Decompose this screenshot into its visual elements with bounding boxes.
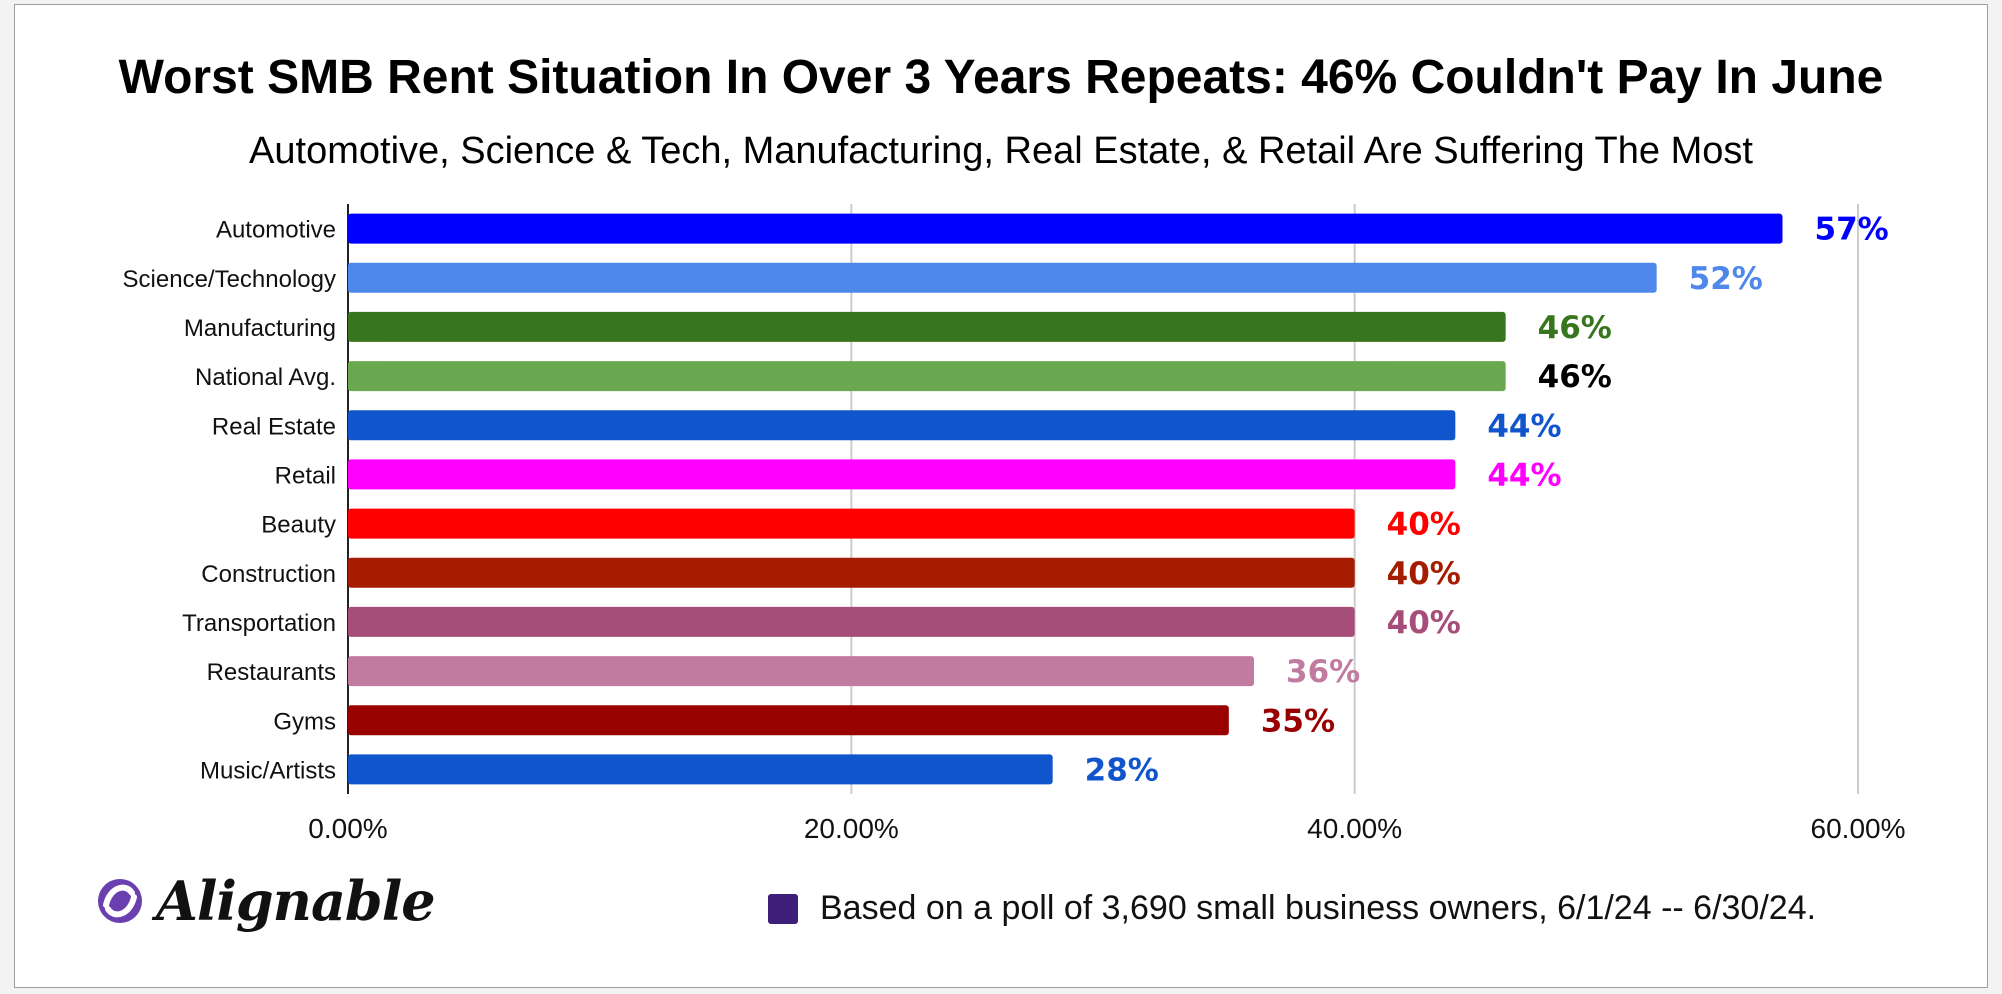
bar <box>348 410 1456 441</box>
x-tick-label: 20.00% <box>804 813 899 844</box>
category-label: Music/Artists <box>200 757 336 784</box>
x-tick-label: 0.00% <box>308 813 387 844</box>
footnote-text: Based on a poll of 3,690 small business … <box>820 889 1817 927</box>
bar <box>348 557 1355 588</box>
bar <box>348 361 1506 392</box>
category-label: Real Estate <box>212 413 336 440</box>
category-label: National Avg. <box>195 364 336 391</box>
data-label: 35% <box>1261 703 1335 739</box>
category-label: Construction <box>201 561 336 588</box>
data-label: 36% <box>1286 654 1360 690</box>
x-tick-label: 40.00% <box>1307 813 1402 844</box>
category-label: Science/Technology <box>123 266 336 293</box>
category-label: Transportation <box>182 610 336 637</box>
legend-swatch <box>768 893 798 924</box>
data-label: 57% <box>1815 212 1889 248</box>
bar <box>348 656 1254 687</box>
chart-title: Worst SMB Rent Situation In Over 3 Years… <box>118 51 1884 104</box>
bar <box>348 459 1456 490</box>
brand-name: Alignable <box>156 869 436 933</box>
category-label: Retail <box>275 462 336 489</box>
alignable-logo-icon <box>98 879 142 923</box>
chart-footnote: Based on a poll of 3,690 small business … <box>768 889 1816 928</box>
category-label: Restaurants <box>207 659 336 686</box>
data-label: 44% <box>1487 457 1561 493</box>
data-label: 46% <box>1538 310 1612 346</box>
chart-subtitle: Automotive, Science & Tech, Manufacturin… <box>249 130 1753 172</box>
bar <box>348 508 1355 539</box>
data-label: 46% <box>1538 359 1612 395</box>
category-label: Gyms <box>273 708 336 735</box>
bar <box>348 606 1355 637</box>
category-label: Beauty <box>261 512 336 539</box>
data-label: 40% <box>1387 507 1461 543</box>
bar <box>348 754 1053 785</box>
x-tick-label: 60.00% <box>1811 813 1906 844</box>
category-label: Automotive <box>216 217 336 244</box>
brand-logo: Alignable <box>96 866 436 936</box>
chart-card <box>14 4 1988 988</box>
category-label: Manufacturing <box>184 315 336 342</box>
data-label: 40% <box>1387 556 1461 592</box>
bar <box>348 311 1506 342</box>
data-label: 28% <box>1085 752 1159 788</box>
data-label: 52% <box>1689 261 1763 297</box>
data-label: 40% <box>1387 605 1461 641</box>
bar <box>348 262 1657 293</box>
data-label: 44% <box>1487 408 1561 444</box>
bar <box>348 705 1229 736</box>
bar <box>348 213 1783 244</box>
